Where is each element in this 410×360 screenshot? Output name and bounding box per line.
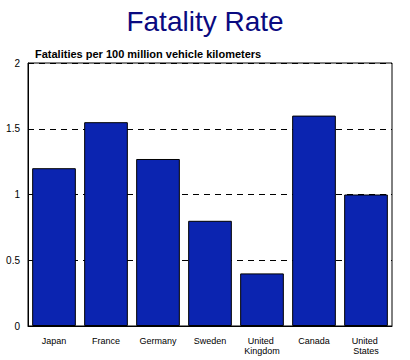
- svg-text:Japan: Japan: [42, 336, 67, 346]
- svg-text:0.5: 0.5: [6, 255, 20, 266]
- svg-text:Fatalities per 100 million veh: Fatalities per 100 million vehicle kilom…: [35, 48, 261, 60]
- svg-text:Kingdom: Kingdom: [244, 346, 280, 356]
- svg-text:Germany: Germany: [139, 336, 177, 346]
- svg-text:1: 1: [14, 189, 20, 200]
- svg-text:Canada: Canada: [298, 336, 330, 346]
- svg-text:2: 2: [14, 58, 20, 69]
- svg-text:States: States: [353, 346, 379, 356]
- svg-text:Sweden: Sweden: [194, 336, 227, 346]
- svg-text:United: United: [248, 336, 277, 346]
- svg-text:France: France: [92, 336, 120, 346]
- svg-text:1.5: 1.5: [6, 123, 20, 134]
- svg-text:Fatality Rate: Fatality Rate: [126, 6, 283, 37]
- svg-text:0: 0: [14, 321, 20, 332]
- svg-text:United: United: [352, 336, 381, 346]
